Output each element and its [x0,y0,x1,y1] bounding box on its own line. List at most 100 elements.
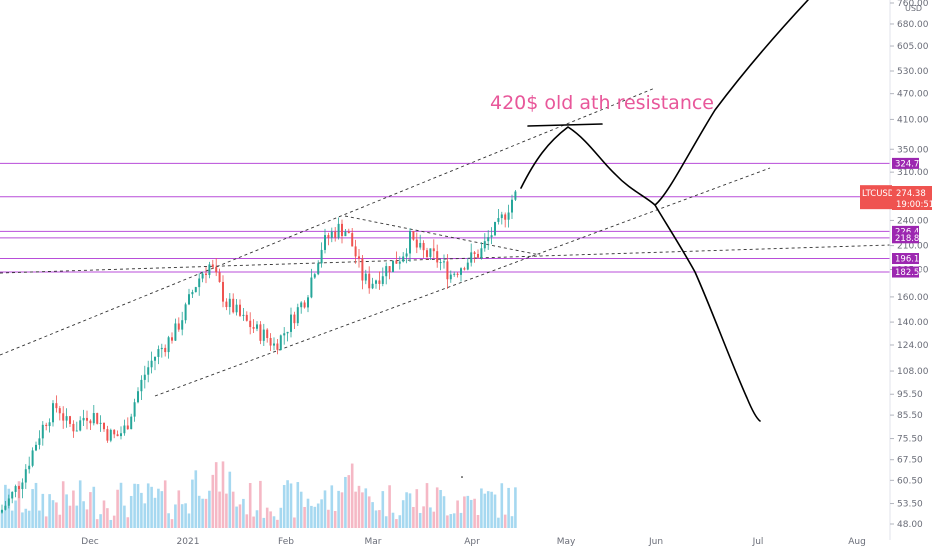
volume-bar [167,513,170,528]
candle-body [184,304,187,321]
candle-body [419,242,422,248]
candle-body [55,403,58,409]
candle-body [123,425,126,434]
candle-body [347,231,350,234]
time-tick-label: Jun [648,537,663,547]
last-price-box-bg [860,185,892,210]
volume-bar [214,462,218,528]
volume-bar [320,499,323,528]
candle-body [157,349,160,357]
channel-top-line [0,87,656,356]
price-tick-label: 680.00 [897,20,929,30]
volume-bar [187,513,191,528]
candle-body [279,335,282,350]
candle-body [511,199,513,213]
volume-bar [340,492,344,528]
volume-bar [381,491,385,528]
candle-body [388,266,391,273]
volume-bar [75,505,79,528]
volume-bar [208,490,211,528]
candle-body [31,450,34,466]
volume-bar [153,497,157,528]
price-tick-label: 85.50 [897,411,923,421]
candle-body [392,260,394,273]
volume-bar [327,509,330,528]
trendlines [0,87,891,397]
candle-body [228,298,231,308]
candle-body [99,422,102,424]
price-tick-label: 160.00 [897,293,929,303]
volume-bar [10,510,14,528]
candle-body [232,298,235,313]
candle-body [225,301,228,308]
price-tick-label: 350.00 [897,145,929,155]
candle-body [215,266,218,273]
candle-body [52,403,54,423]
candle-body [208,264,211,275]
volume-bar [235,506,238,528]
candle-body [143,374,146,380]
volume-bar [174,504,177,528]
volume-bar [269,511,272,528]
candle-body [320,249,323,264]
volume-bar [449,514,453,528]
candle-body [188,294,190,305]
volume-bar [51,500,55,528]
candle-body [490,235,493,238]
candle-body [41,424,44,439]
candle-body [75,430,78,432]
volume-bar [146,483,150,528]
candle-body [86,417,88,421]
candle-body [245,314,248,321]
candle-body [164,347,167,353]
volume-bar [388,485,391,528]
volume-bar [38,510,41,528]
candle-body [337,223,340,238]
candle-body [116,434,119,437]
time-tick-label: May [557,537,576,547]
volume-bar [140,492,143,528]
candle-body [375,280,377,284]
candle-body [473,252,476,254]
candle-body [181,320,184,330]
volume-bar [27,510,31,528]
candle-body [415,239,418,248]
volume-bar [337,490,340,528]
volume-bar [72,490,75,528]
candle-body [137,391,139,403]
annotation-text: 420$ old ath resistance [490,92,714,114]
volume-bar [136,484,140,528]
volume-bar [44,516,48,528]
candles [1,190,517,514]
level-label: 218.86 [895,234,925,244]
volume-bar [157,488,160,528]
candle-body [205,273,207,275]
candle-body [198,278,201,288]
volume-bar [286,480,289,528]
candle-body [327,235,330,238]
volume-bar [126,517,130,528]
candle-body [48,422,51,427]
volume-bar [282,485,286,528]
volume-bar [476,515,480,528]
volume-bar [68,505,72,528]
volume-bar [507,487,510,528]
volume-bar [0,510,4,528]
volume-bar [299,491,303,528]
candle-body [402,256,405,262]
volume-bar [429,507,432,528]
candle-body [106,429,109,441]
volume-bar [371,502,374,528]
candle-body [477,253,479,258]
candle-body [494,221,496,236]
currency-label: USD [905,4,922,13]
candle-body [358,256,360,259]
volume-bar [490,491,493,528]
volume-bar [439,489,442,528]
candle-body [147,367,150,375]
price-tick-label: 470.00 [897,90,929,100]
volume-bar [133,483,136,528]
candle-body [38,438,41,445]
